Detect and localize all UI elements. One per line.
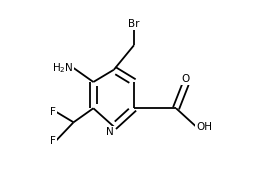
Text: N: N bbox=[106, 127, 114, 137]
Text: F: F bbox=[50, 107, 56, 117]
Text: Br: Br bbox=[128, 19, 140, 29]
Text: H$_2$N: H$_2$N bbox=[52, 61, 73, 75]
Text: O: O bbox=[181, 74, 190, 84]
Text: OH: OH bbox=[196, 122, 212, 132]
Text: F: F bbox=[50, 136, 56, 146]
